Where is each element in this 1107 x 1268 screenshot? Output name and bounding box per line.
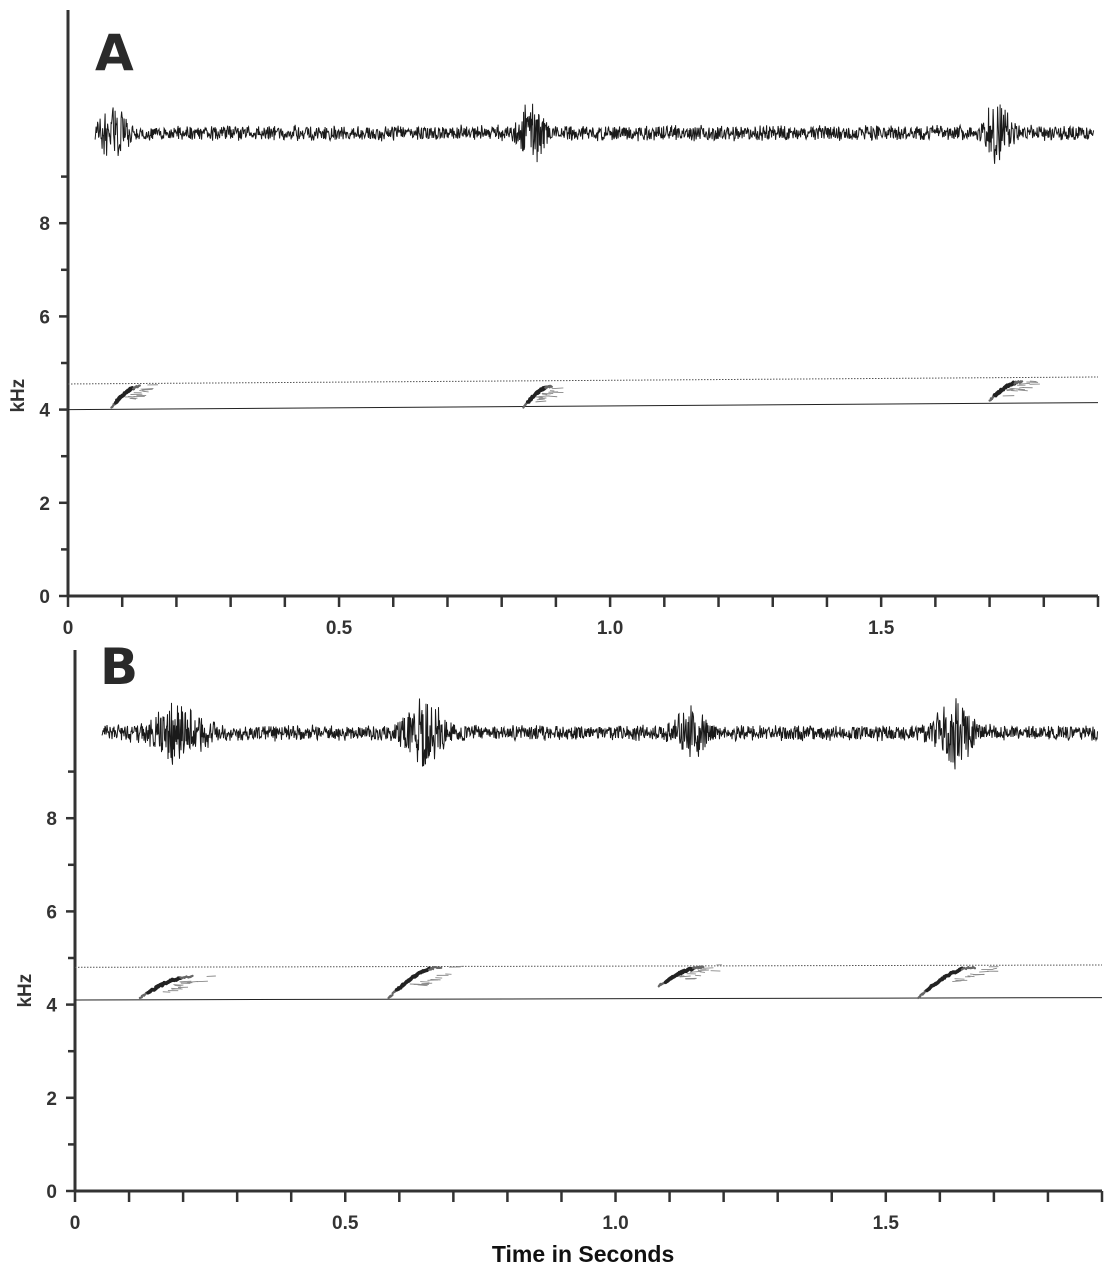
- note-trail: [179, 980, 192, 983]
- note-trail: [173, 984, 183, 986]
- x-tick-label: 1.0: [597, 618, 623, 639]
- waveform-trace: [94, 103, 1095, 164]
- note-trail: [954, 978, 965, 980]
- note-trail: [1029, 380, 1037, 383]
- note-trail: [545, 395, 558, 398]
- note-trail: [129, 397, 137, 400]
- x-tick-label: 0.5: [332, 1213, 359, 1234]
- waveform-trace: [101, 698, 1098, 770]
- upper-frequency-line: [67, 376, 1099, 385]
- spectrogram-note: [110, 384, 158, 409]
- y-tick-label: 0: [39, 587, 50, 608]
- note-segment: [138, 996, 143, 1000]
- panel-letter: B: [100, 638, 138, 696]
- note-segment: [189, 974, 194, 978]
- note-segment: [695, 965, 700, 969]
- note-trail: [417, 984, 428, 987]
- note-trail: [992, 967, 998, 970]
- y-tick-label: 8: [46, 809, 57, 830]
- y-tick-label: 2: [46, 1089, 57, 1110]
- spectrogram-note: [657, 964, 722, 988]
- note-trail: [1018, 389, 1028, 392]
- note-trail: [171, 987, 183, 990]
- y-tick-label: 0: [46, 1182, 57, 1203]
- spectrogram-note: [387, 965, 464, 1000]
- note-trail: [541, 393, 548, 396]
- note-segment: [389, 993, 394, 998]
- note-trail: [551, 387, 564, 390]
- note-trail: [535, 396, 544, 399]
- note-trail: [967, 975, 975, 978]
- x-tick-label: 1.5: [868, 618, 895, 639]
- note-trail: [1005, 388, 1013, 391]
- spectrogram-note: [988, 380, 1040, 402]
- spectrogram-note: [138, 974, 216, 1000]
- x-tick-label: 1.0: [602, 1213, 628, 1234]
- y-tick-label: 8: [39, 214, 50, 235]
- lower-frequency-line: [67, 402, 1099, 411]
- note-trail: [140, 388, 149, 391]
- note-trail: [1018, 382, 1030, 385]
- note-trail: [420, 981, 430, 983]
- x-axis-title: Time in Seconds: [492, 1241, 674, 1267]
- note-trail: [196, 980, 208, 983]
- panel-b: B 0 2 4 6 8 kHz 0 0.5 1.0 1.5 Time in Seconds: [15, 638, 1104, 1267]
- spectrogram-note: [522, 384, 564, 409]
- note-trail: [535, 400, 547, 403]
- upper-frequency-line: [74, 964, 1103, 968]
- y-tick-label: 6: [46, 902, 57, 923]
- note-trail: [679, 975, 691, 978]
- x-tick-label: 0.5: [326, 618, 353, 639]
- note-segment: [971, 965, 977, 970]
- note-segment: [1019, 380, 1024, 384]
- y-tick-label: 2: [39, 494, 50, 515]
- x-tick-label: 1.5: [873, 1213, 900, 1234]
- y-tick-label: 4: [39, 401, 50, 422]
- note-trail: [702, 967, 714, 969]
- spectrogram-note: [917, 965, 999, 1000]
- note-trail: [689, 970, 702, 973]
- y-tick-label: 6: [39, 307, 50, 328]
- y-axis-title: kHz: [15, 974, 36, 1008]
- note-segment: [429, 966, 435, 971]
- note-segment: [917, 994, 922, 1000]
- note-segment: [544, 386, 548, 390]
- note-trail: [187, 981, 199, 983]
- x-tick-label: 0: [70, 1213, 81, 1234]
- note-trail: [1006, 389, 1015, 391]
- lower-frequency-line: [74, 997, 1103, 1001]
- y-tick-label: 4: [46, 996, 57, 1017]
- note-trail: [421, 982, 433, 985]
- note-trail: [699, 971, 706, 973]
- note-segment: [111, 403, 115, 408]
- note-segment: [700, 965, 705, 969]
- y-axis-title: kHz: [8, 379, 29, 413]
- panel-a: A 0 2 4 6 8 kHz 0 0.5 1.0 1.5: [8, 10, 1100, 639]
- note-segment: [113, 400, 119, 405]
- note-trail: [695, 974, 702, 977]
- note-trail: [174, 984, 181, 987]
- note-trail: [142, 390, 149, 393]
- x-tick-label: 0: [63, 618, 74, 639]
- panel-letter: A: [95, 24, 134, 82]
- note-segment: [921, 991, 926, 996]
- note-trail: [970, 973, 976, 976]
- note-trail: [1009, 387, 1020, 390]
